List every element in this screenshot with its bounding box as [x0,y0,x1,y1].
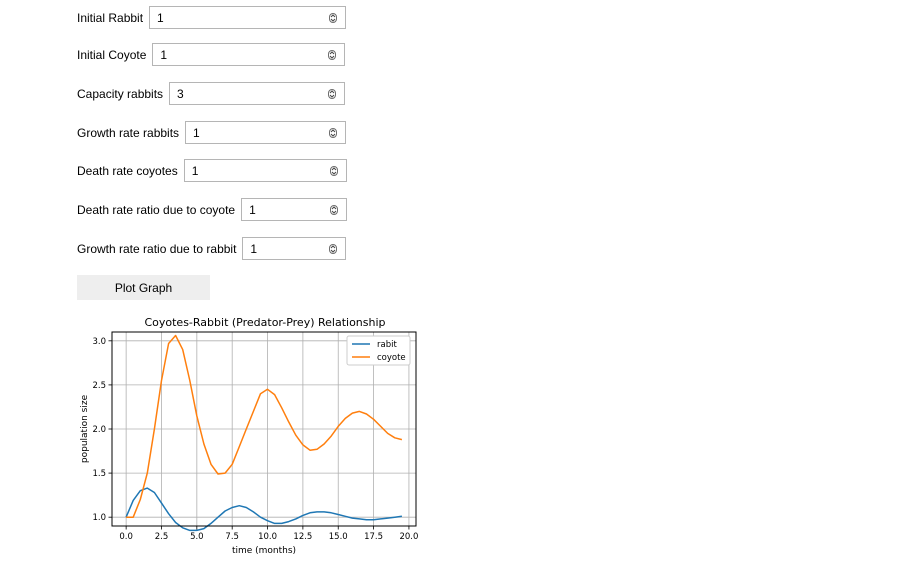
growth-rate-rabbits-field[interactable] [185,121,347,144]
growth-rate-rabbits-label: Growth rate rabbits [77,125,180,140]
spinner-icon[interactable] [328,89,337,99]
initial-rabbit-label: Initial Rabbit [77,10,144,25]
y-axis-label: population size [80,394,90,463]
capacity-rabbits-input[interactable] [170,83,328,104]
legend-label-coyote: coyote [377,353,406,363]
field-row-death-rate-ratio: Death rate ratio due to coyote [77,197,348,222]
series-line-coyote [126,334,403,518]
death-rate-ratio-label: Death rate ratio due to coyote [77,202,236,217]
death-rate-coyotes-input[interactable] [184,160,329,181]
death-rate-ratio-field[interactable] [241,198,348,221]
spinner-icon[interactable] [329,166,338,176]
x-axis-label: time (months) [232,546,296,556]
x-tick-label: 17.5 [364,532,383,542]
population-chart: Coyotes-Rabbit (Predator-Prey) Relations… [80,316,418,556]
field-row-initial-rabbit: Initial Rabbit [77,5,347,30]
initial-coyote-field[interactable] [152,43,346,66]
field-row-capacity-rabbits: Capacity rabbits [77,81,346,106]
y-tick-label: 1.5 [92,469,106,479]
death-rate-ratio-input[interactable] [242,199,330,220]
series-line-rabit [125,487,402,532]
field-row-initial-coyote: Initial Coyote [77,42,346,67]
death-rate-coyotes-label: Death rate coyotes [77,163,178,178]
chart-title: Coyotes-Rabbit (Predator-Prey) Relations… [144,316,385,329]
x-tick-label: 20.0 [399,532,418,542]
initial-rabbit-field[interactable] [149,6,347,29]
x-tick-label: 0.0 [119,532,133,542]
x-tick-label: 10.0 [258,532,277,542]
spinner-icon[interactable] [329,128,338,138]
spinner-icon[interactable] [329,244,338,254]
spinner-icon[interactable] [330,205,339,215]
x-tick-label: 2.5 [155,532,169,542]
death-rate-coyotes-field[interactable] [183,159,347,182]
capacity-rabbits-label: Capacity rabbits [77,86,164,101]
initial-rabbit-input[interactable] [150,7,329,28]
y-tick-label: 2.5 [92,381,106,391]
x-tick-label: 7.5 [225,532,239,542]
initial-coyote-input[interactable] [153,44,328,65]
y-tick-label: 1.0 [92,513,106,523]
capacity-rabbits-field[interactable] [169,82,346,105]
growth-rate-ratio-field[interactable] [242,237,347,260]
x-tick-label: 5.0 [190,532,204,542]
plot-graph-button[interactable]: Plot Graph [77,275,210,300]
growth-rate-ratio-input[interactable] [243,238,329,259]
growth-rate-rabbits-input[interactable] [186,122,329,143]
legend-label-rabit: rabit [377,340,397,350]
field-row-growth-rate-rabbits: Growth rate rabbits [77,120,347,145]
x-tick-label: 15.0 [329,532,348,542]
x-tick-label: 12.5 [293,532,312,542]
field-row-death-rate-coyotes: Death rate coyotes [77,158,347,183]
field-row-growth-rate-ratio: Growth rate ratio due to rabbit [77,236,347,261]
growth-rate-ratio-label: Growth rate ratio due to rabbit [77,241,237,256]
y-tick-label: 3.0 [92,337,106,347]
initial-coyote-label: Initial Coyote [77,47,147,62]
spinner-icon[interactable] [329,13,338,23]
chart-legend: rabit coyote [346,335,411,366]
spinner-icon[interactable] [328,50,337,60]
y-tick-label: 2.0 [92,425,106,435]
